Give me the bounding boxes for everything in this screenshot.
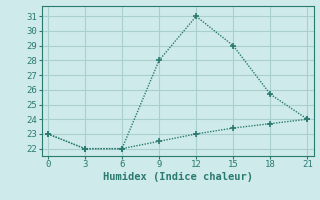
X-axis label: Humidex (Indice chaleur): Humidex (Indice chaleur) — [103, 172, 252, 182]
